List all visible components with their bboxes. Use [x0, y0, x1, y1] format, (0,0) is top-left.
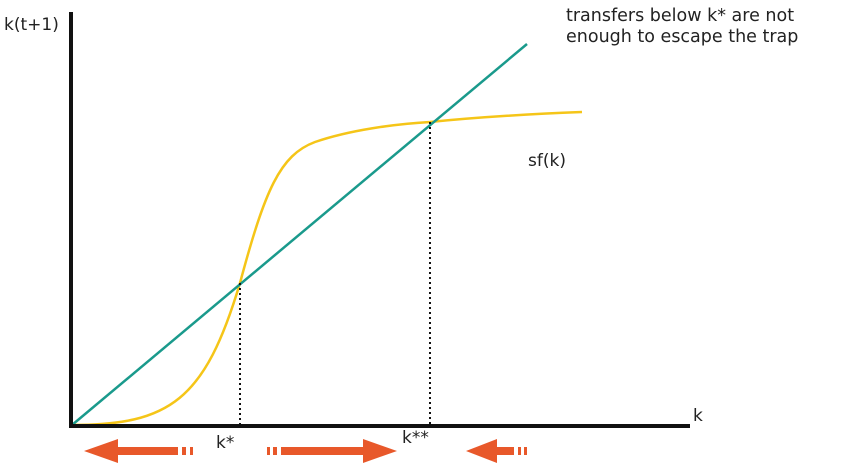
annotation-note: transfers below k* are not enough to esc… — [566, 6, 841, 48]
annotation-line-1: transfers below k* are not — [566, 6, 795, 26]
k-double-star-label: k** — [402, 428, 429, 448]
k-star-label: k* — [216, 433, 234, 453]
left-arrow-2 — [466, 439, 527, 463]
forty-five-degree-line — [71, 43, 528, 426]
curve-label: sf(k) — [528, 151, 566, 171]
right-arrow — [267, 439, 397, 463]
y-axis-label: k(t+1) — [4, 15, 59, 35]
left-arrow-1 — [84, 439, 193, 463]
sf-k-curve — [71, 110, 583, 427]
x-axis-label: k — [693, 406, 703, 426]
annotation-line-2: enough to escape the trap — [566, 27, 799, 47]
